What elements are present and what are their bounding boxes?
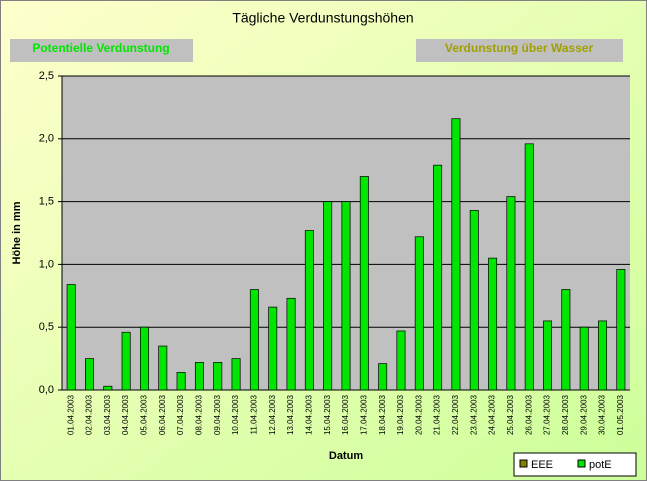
button-bg[interactable] xyxy=(416,39,623,62)
bar xyxy=(543,320,553,391)
bar xyxy=(103,385,113,391)
x-tick-label: 02.04.2003 xyxy=(85,394,94,435)
bar xyxy=(341,201,351,391)
bar xyxy=(213,362,223,391)
x-tick-label: 23.04.2003 xyxy=(469,394,478,435)
y-tick-label: 2,0 xyxy=(39,133,54,145)
x-tick-label: 06.04.2003 xyxy=(158,394,167,435)
x-tick-label: 21.04.2003 xyxy=(433,394,442,435)
x-tick-label: 28.04.2003 xyxy=(561,394,570,435)
bar xyxy=(176,372,186,391)
x-tick-label: 24.04.2003 xyxy=(488,394,497,435)
legend-label: potE xyxy=(589,459,612,471)
bar xyxy=(158,345,168,391)
y-tick-label: 0,5 xyxy=(39,321,54,333)
bar xyxy=(286,297,296,391)
x-tick-label: 08.04.2003 xyxy=(195,394,204,435)
bar xyxy=(598,320,607,391)
bar xyxy=(616,269,626,391)
bar xyxy=(249,289,259,391)
x-tick-label: 04.04.2003 xyxy=(121,394,130,435)
bar xyxy=(304,230,314,391)
legend-label: EEE xyxy=(531,459,553,471)
bar xyxy=(579,326,589,391)
bar xyxy=(451,118,461,391)
button[interactable]: Verdunstung über Wasser xyxy=(416,39,623,62)
button-label[interactable]: Potentielle Verdunstung xyxy=(32,41,169,55)
x-axis-label: Datum xyxy=(329,450,363,462)
y-tick-label: 0,0 xyxy=(39,384,54,396)
bar xyxy=(268,306,278,391)
x-tick-label: 01.05.2003 xyxy=(616,394,625,435)
legend-box xyxy=(513,452,637,477)
button-bg[interactable] xyxy=(10,39,193,62)
x-tick-label: 27.04.2003 xyxy=(543,394,552,435)
x-tick-label: 26.04.2003 xyxy=(524,394,533,435)
x-tick-label: 30.04.2003 xyxy=(598,394,607,435)
x-tick-label: 10.04.2003 xyxy=(231,394,240,435)
bar xyxy=(433,164,443,391)
bar xyxy=(561,289,571,391)
x-tick-label: 29.04.2003 xyxy=(579,394,588,435)
x-tick-label: 13.04.2003 xyxy=(286,394,295,435)
bar xyxy=(194,362,204,391)
x-tick-label: 18.04.2003 xyxy=(378,394,387,435)
y-axis-label: Höhe in mm xyxy=(11,201,23,264)
x-tick-label: 05.04.2003 xyxy=(140,394,149,435)
bar xyxy=(359,176,369,391)
x-tick-label: 16.04.2003 xyxy=(341,394,350,435)
button[interactable]: Potentielle Verdunstung xyxy=(10,39,193,62)
legend-swatch xyxy=(577,459,586,468)
x-tick-label: 09.04.2003 xyxy=(213,394,222,435)
bar xyxy=(524,143,534,391)
x-tick-label: 25.04.2003 xyxy=(506,394,515,435)
bar xyxy=(378,363,388,391)
bar xyxy=(396,330,406,391)
x-tick-label: 12.04.2003 xyxy=(268,394,277,435)
bar xyxy=(414,236,424,391)
legend-swatch xyxy=(519,459,528,468)
bar xyxy=(506,196,516,391)
bar xyxy=(469,210,479,391)
chart-title: Tägliche Verdunstungshöhen xyxy=(232,10,413,26)
x-tick-label: 14.04.2003 xyxy=(304,394,313,435)
y-tick-label: 1,5 xyxy=(39,196,54,208)
x-tick-label: 20.04.2003 xyxy=(414,394,423,435)
button-label[interactable]: Verdunstung über Wasser xyxy=(445,41,594,55)
x-tick-label: 03.04.2003 xyxy=(103,394,112,435)
x-tick-label: 07.04.2003 xyxy=(176,394,185,435)
x-tick-label: 01.04.2003 xyxy=(66,394,75,435)
bar xyxy=(139,326,149,391)
x-tick-label: 15.04.2003 xyxy=(323,394,332,435)
bar xyxy=(488,257,498,391)
bar xyxy=(323,201,333,391)
bar xyxy=(121,331,131,391)
bar xyxy=(66,284,76,391)
x-tick-label: 17.04.2003 xyxy=(359,394,368,435)
bar xyxy=(85,358,94,391)
x-tick-label: 11.04.2003 xyxy=(249,394,258,434)
x-tick-label: 22.04.2003 xyxy=(451,394,460,435)
y-tick-label: 2,5 xyxy=(39,70,54,82)
x-tick-label: 19.04.2003 xyxy=(396,394,405,435)
bar xyxy=(231,358,241,391)
y-tick-label: 1,0 xyxy=(39,258,54,270)
